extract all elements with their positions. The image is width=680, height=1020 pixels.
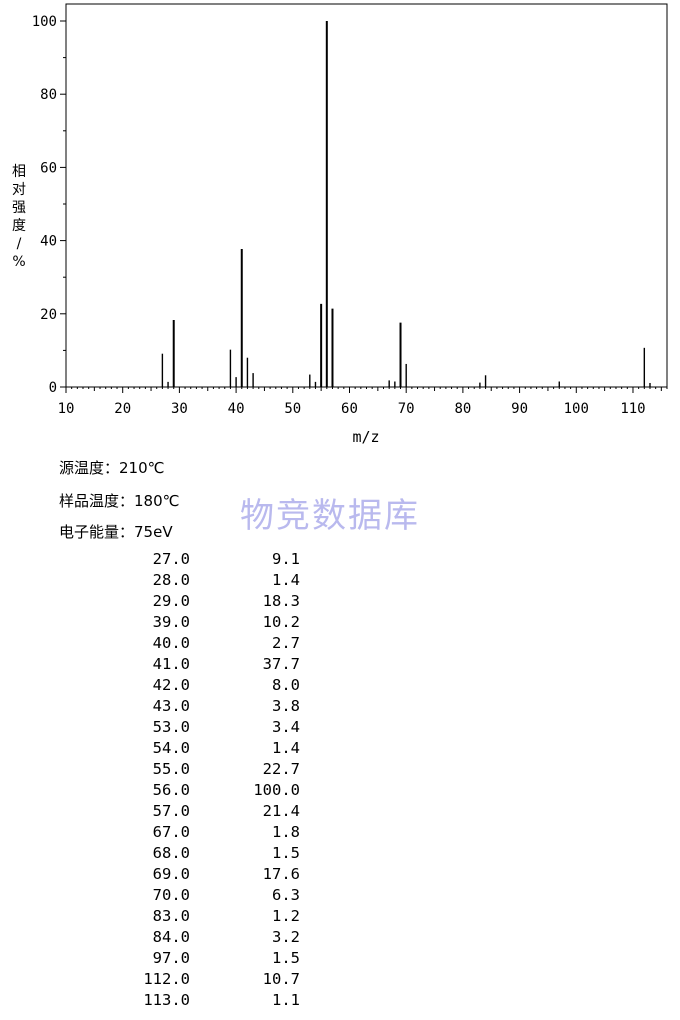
y-tick-label: 20 — [40, 307, 57, 323]
table-row: 41.0 37.7 — [130, 654, 300, 675]
y-tick-label: 80 — [40, 87, 57, 103]
mz-value: 97.0 — [152, 949, 190, 967]
intensity-value: 1.2 — [272, 907, 300, 925]
mz-value: 57.0 — [152, 802, 190, 820]
x-tick-label: 90 — [511, 401, 528, 417]
intensity-value: 1.4 — [272, 571, 300, 589]
table-row: 83.0 1.2 — [130, 906, 300, 927]
source-temperature: 源温度：210℃ — [59, 459, 165, 477]
intensity-value: 3.4 — [272, 718, 300, 736]
intensity-value: 1.5 — [272, 844, 300, 862]
intensity-value: 18.3 — [262, 592, 300, 610]
mz-value: 56.0 — [152, 781, 190, 799]
table-row: 28.0 1.4 — [130, 570, 300, 591]
intensity-value: 10.7 — [262, 970, 300, 988]
intensity-value: 8.0 — [272, 676, 300, 694]
intensity-value: 1.8 — [272, 823, 300, 841]
peak-bars — [161, 21, 651, 387]
table-row: 70.0 6.3 — [130, 885, 300, 906]
mz-value: 40.0 — [152, 634, 190, 652]
intensity-value: 17.6 — [262, 865, 300, 883]
table-row: 84.0 3.2 — [130, 927, 300, 948]
table-row: 39.0 10.2 — [130, 612, 300, 633]
mz-value: 69.0 — [152, 865, 190, 883]
table-row: 27.0 9.1 — [130, 549, 300, 570]
mz-value: 39.0 — [152, 613, 190, 631]
mz-value: 27.0 — [152, 550, 190, 568]
x-axis-label: m/z — [352, 428, 379, 446]
mz-value: 53.0 — [152, 718, 190, 736]
y-axis-ticks: 0 20 40 60 80 100 — [32, 14, 66, 396]
intensity-value: 3.2 — [272, 928, 300, 946]
table-row: 42.0 8.0 — [130, 675, 300, 696]
sample-temperature: 样品温度：180℃ — [59, 492, 180, 510]
mz-value: 42.0 — [152, 676, 190, 694]
table-row: 68.0 1.5 — [130, 843, 300, 864]
intensity-value: 100.0 — [253, 781, 300, 799]
intensity-value: 37.7 — [262, 655, 300, 673]
y-tick-label: 40 — [40, 234, 57, 250]
y-tick-label: 60 — [40, 160, 57, 176]
mz-value: 84.0 — [152, 928, 190, 946]
table-row: 43.0 3.8 — [130, 696, 300, 717]
table-row: 97.0 1.5 — [130, 948, 300, 969]
mz-value: 29.0 — [152, 592, 190, 610]
mz-value: 41.0 — [152, 655, 190, 673]
x-tick-label: 70 — [398, 401, 415, 417]
x-axis-ticks: 10 20 30 40 50 60 70 80 90 100 110 — [58, 387, 668, 417]
mz-value: 83.0 — [152, 907, 190, 925]
table-row: 57.0 21.4 — [130, 801, 300, 822]
x-tick-label: 110 — [620, 401, 645, 417]
plot-frame — [65, 3, 668, 388]
x-tick-label: 100 — [564, 401, 589, 417]
mz-value: 43.0 — [152, 697, 190, 715]
x-tick-label: 80 — [454, 401, 471, 417]
y-tick-label: 0 — [49, 380, 57, 396]
mz-value: 70.0 — [152, 886, 190, 904]
table-row: 113.0 1.1 — [130, 990, 300, 1011]
mz-value: 54.0 — [152, 739, 190, 757]
mz-value: 112.0 — [143, 970, 190, 988]
intensity-value: 1.1 — [272, 991, 300, 1009]
intensity-value: 2.7 — [272, 634, 300, 652]
intensity-value: 22.7 — [262, 760, 300, 778]
watermark: 物竞数据库 — [240, 496, 420, 536]
table-row: 67.0 1.8 — [130, 822, 300, 843]
intensity-value: 6.3 — [272, 886, 300, 904]
y-tick-label: 100 — [32, 14, 57, 30]
table-row: 56.0 100.0 — [130, 780, 300, 801]
table-row: 40.0 2.7 — [130, 633, 300, 654]
electron-energy: 电子能量：75eV — [59, 523, 173, 541]
intensity-value: 9.1 — [272, 550, 300, 568]
mz-value: 68.0 — [152, 844, 190, 862]
table-row: 53.0 3.4 — [130, 717, 300, 738]
x-tick-label: 10 — [58, 401, 75, 417]
table-row: 112.0 10.7 — [130, 969, 300, 990]
table-row: 29.0 18.3 — [130, 591, 300, 612]
intensity-value: 21.4 — [262, 802, 300, 820]
x-tick-label: 30 — [171, 401, 188, 417]
mz-value: 55.0 — [152, 760, 190, 778]
intensity-value: 1.4 — [272, 739, 300, 757]
intensity-value: 3.8 — [272, 697, 300, 715]
intensity-value: 10.2 — [262, 613, 300, 631]
x-tick-label: 20 — [114, 401, 131, 417]
table-row: 69.0 17.6 — [130, 864, 300, 885]
x-tick-label: 50 — [284, 401, 301, 417]
peak-table: 27.0 9.1 28.0 1.4 29.0 18.3 39.0 10.2 40.0 2.7 41.… — [130, 549, 300, 1011]
mz-value: 113.0 — [143, 991, 190, 1009]
y-axis-label: 相对强度/% — [12, 164, 26, 270]
mass-spectrum-chart: 0 20 40 60 80 100 10 20 30 40 50 60 70 80 90 100 110 m/… — [12, 3, 668, 446]
x-tick-label: 40 — [228, 401, 245, 417]
mz-value: 67.0 — [152, 823, 190, 841]
mz-value: 28.0 — [152, 571, 190, 589]
table-row: 54.0 1.4 — [130, 738, 300, 759]
x-tick-label: 60 — [341, 401, 358, 417]
table-row: 55.0 22.7 — [130, 759, 300, 780]
intensity-value: 1.5 — [272, 949, 300, 967]
